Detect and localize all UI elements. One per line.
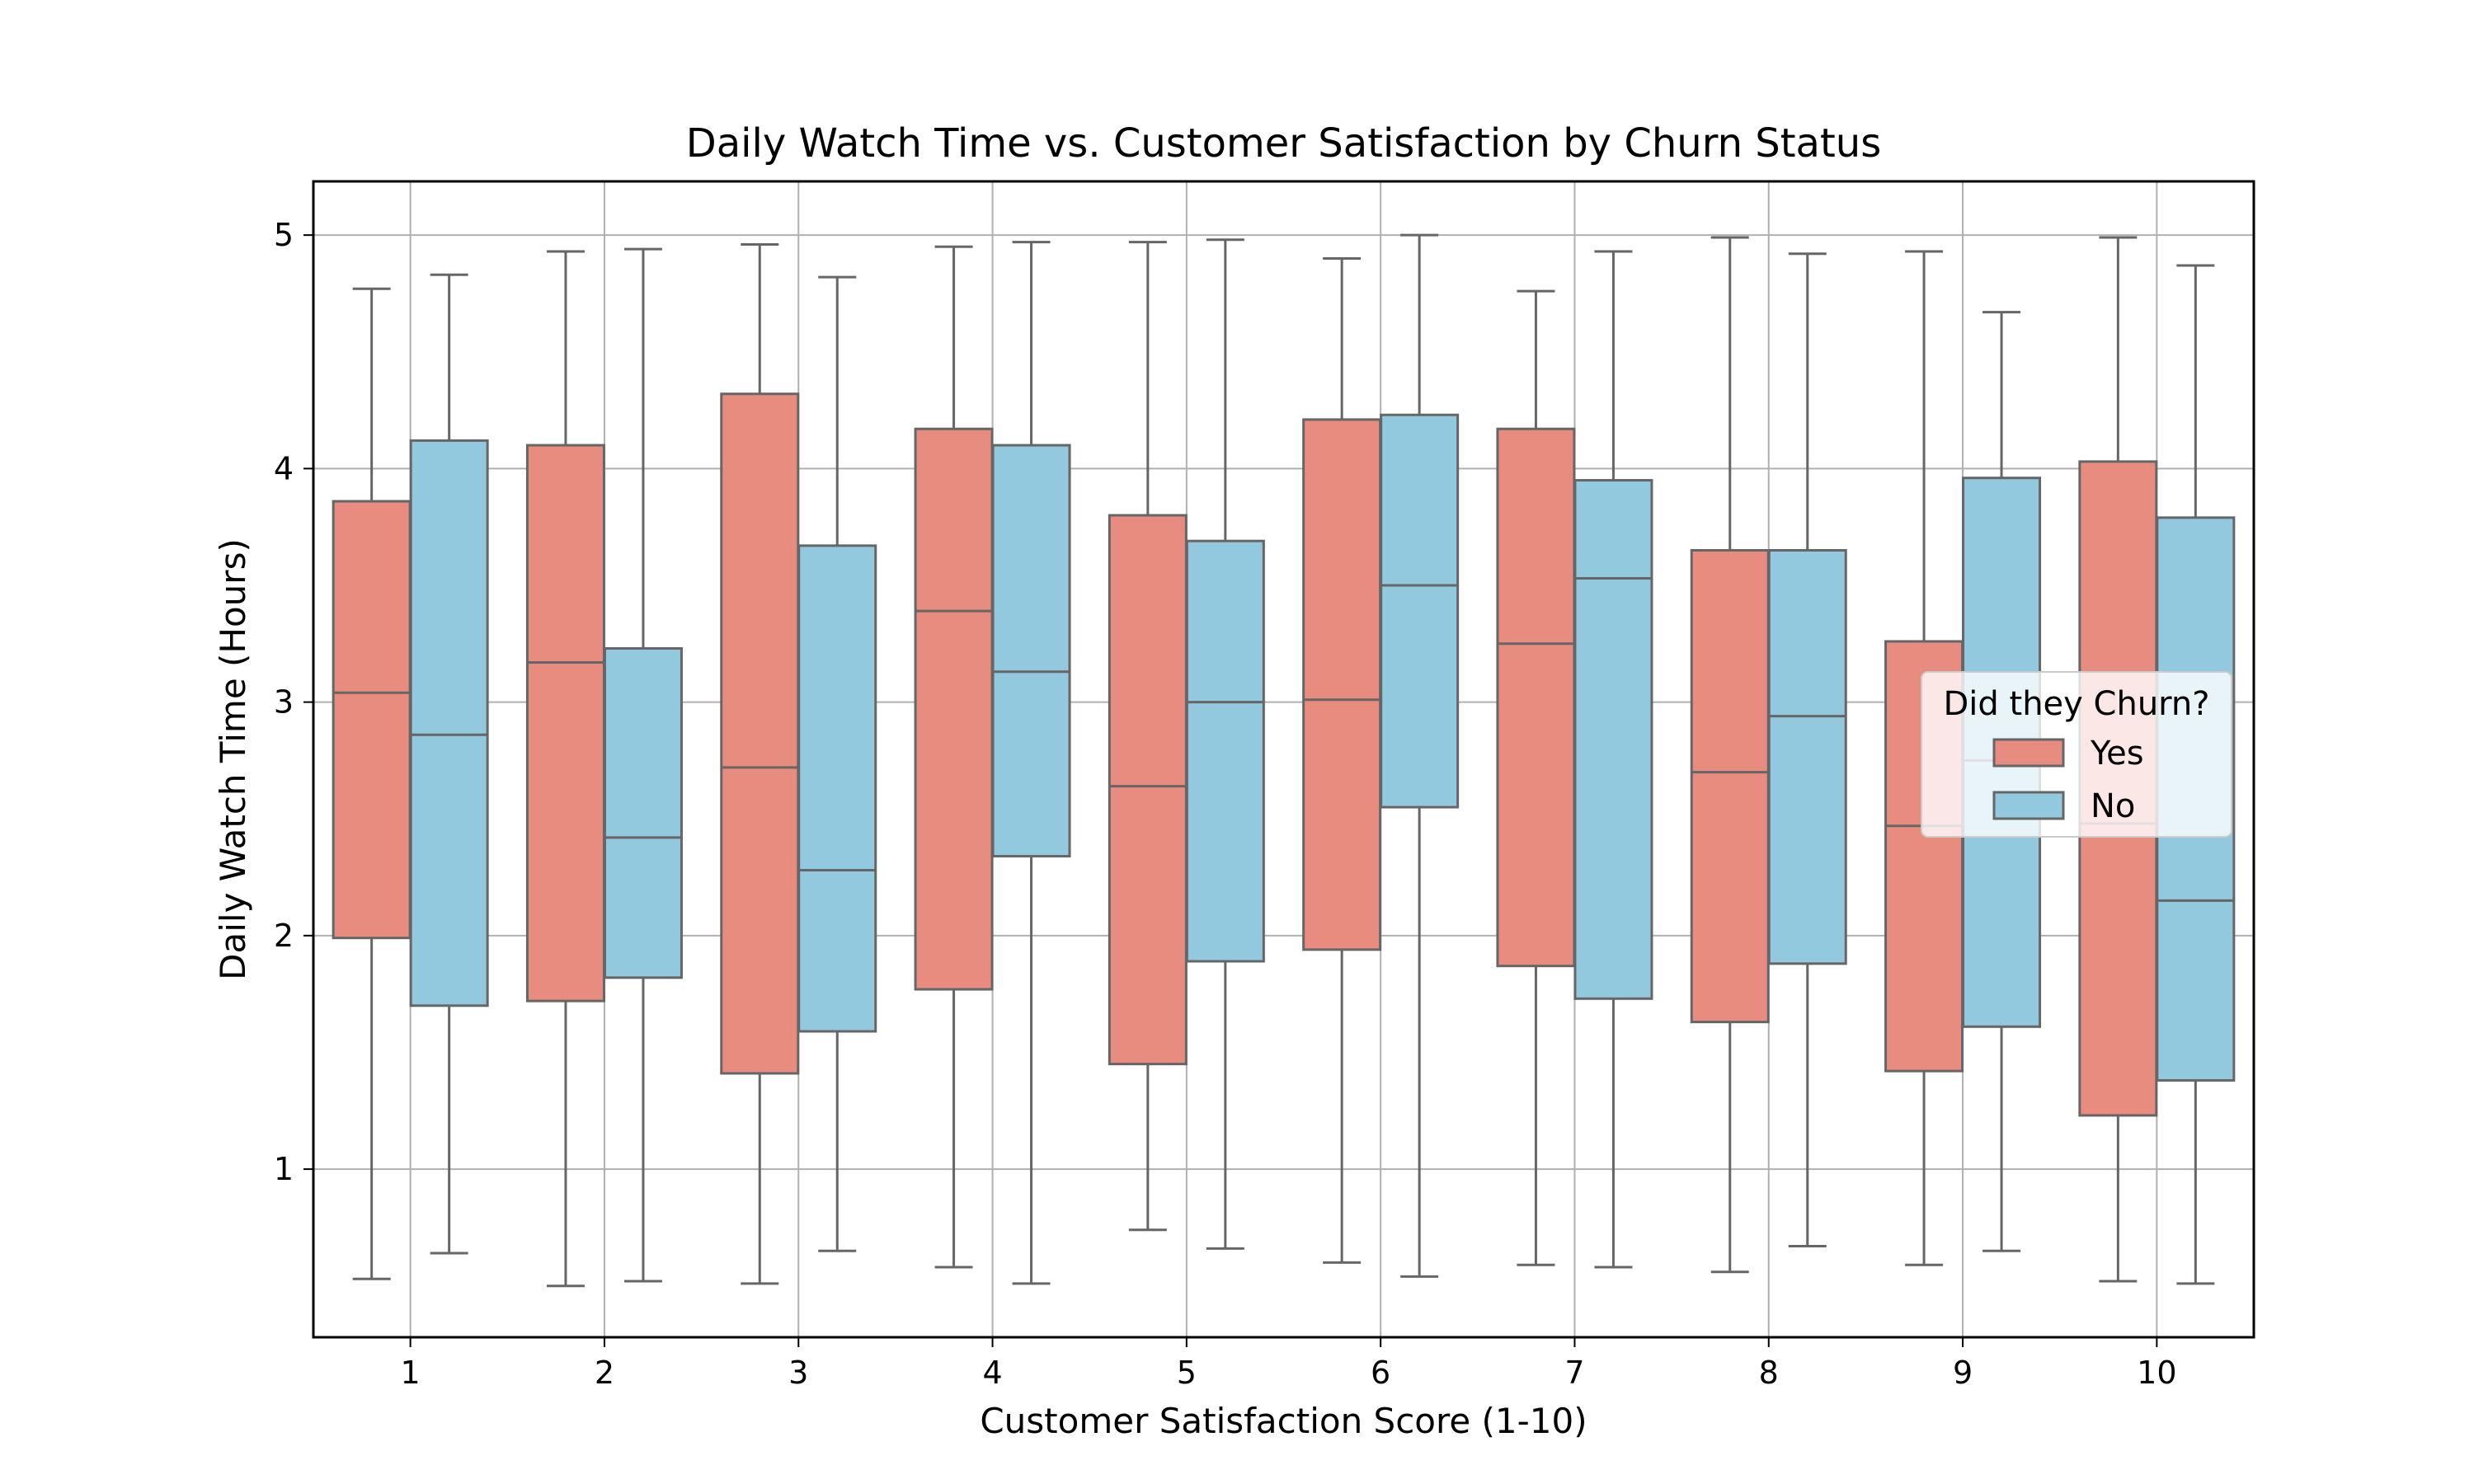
box-iqr xyxy=(1380,413,1460,809)
x-tick-label-7: 7 xyxy=(1564,1355,1584,1391)
box-no-4 xyxy=(991,241,1071,1285)
x-tick-label-2: 2 xyxy=(595,1355,614,1391)
y-tick-label-1: 1 xyxy=(274,1151,294,1187)
x-tick-label-5: 5 xyxy=(1177,1355,1197,1391)
y-tick-label-3: 3 xyxy=(274,684,294,721)
box-yes-5 xyxy=(1108,241,1188,1232)
x-tick-label-4: 4 xyxy=(982,1355,1002,1391)
box-no-5 xyxy=(1185,238,1265,1250)
x-tick-label-8: 8 xyxy=(1759,1355,1779,1391)
x-tick-label-6: 6 xyxy=(1371,1355,1390,1391)
y-tick-label-4: 4 xyxy=(274,450,294,486)
x-axis-label: Customer Satisfaction Score (1-10) xyxy=(980,1401,1587,1441)
x-tick-label-1: 1 xyxy=(401,1355,421,1391)
box-iqr xyxy=(1767,549,1847,965)
box-no-2 xyxy=(603,247,683,1283)
y-tick-label-2: 2 xyxy=(274,918,294,954)
box-iqr xyxy=(797,544,877,1033)
box-series xyxy=(332,233,2236,1288)
legend-swatch-yes xyxy=(1992,738,2065,768)
box-no-7 xyxy=(1573,250,1653,1269)
box-iqr xyxy=(914,427,994,991)
chart-title: Daily Watch Time vs. Customer Satisfacti… xyxy=(686,120,1881,167)
y-tick-label-5: 5 xyxy=(274,217,294,253)
legend-title: Did they Churn? xyxy=(1943,685,2209,723)
box-yes-1 xyxy=(332,287,412,1280)
box-iqr xyxy=(409,439,489,1007)
box-no-6 xyxy=(1380,233,1460,1278)
plot-frame xyxy=(312,180,2255,1339)
legend-label-yes: Yes xyxy=(2090,735,2144,773)
box-yes-4 xyxy=(914,245,994,1269)
box-yes-7 xyxy=(1496,289,1576,1266)
box-yes-8 xyxy=(1690,236,1770,1274)
box-iqr xyxy=(603,646,683,979)
box-iqr xyxy=(1302,418,1382,951)
box-yes-2 xyxy=(525,250,605,1288)
legend-label-no: No xyxy=(2091,787,2135,825)
x-tick-label-9: 9 xyxy=(1953,1355,1973,1391)
y-axis-label: Daily Watch Time (Hours) xyxy=(213,538,253,980)
legend: Did they Churn? Yes No xyxy=(1921,671,2232,838)
x-tick-label-10: 10 xyxy=(2137,1355,2176,1391)
box-iqr xyxy=(1185,539,1265,963)
x-tick-label-3: 3 xyxy=(788,1355,808,1391)
box-no-1 xyxy=(409,273,489,1255)
box-iqr xyxy=(1496,427,1576,968)
box-iqr xyxy=(1573,479,1653,1000)
box-iqr xyxy=(1690,549,1770,1024)
box-yes-3 xyxy=(720,242,800,1285)
box-iqr xyxy=(525,444,605,1003)
legend-swatch-no xyxy=(1992,791,2065,820)
box-no-3 xyxy=(797,275,877,1252)
box-iqr xyxy=(1108,514,1188,1066)
box-yes-6 xyxy=(1302,256,1382,1264)
box-iqr xyxy=(991,444,1071,858)
axis-ticks: 1 2 3 4 5 6 7 8 9 10 1 2 3 4 5 xyxy=(274,217,2177,1391)
box-iqr xyxy=(332,500,412,940)
box-no-8 xyxy=(1767,252,1847,1248)
box-iqr xyxy=(720,392,800,1075)
